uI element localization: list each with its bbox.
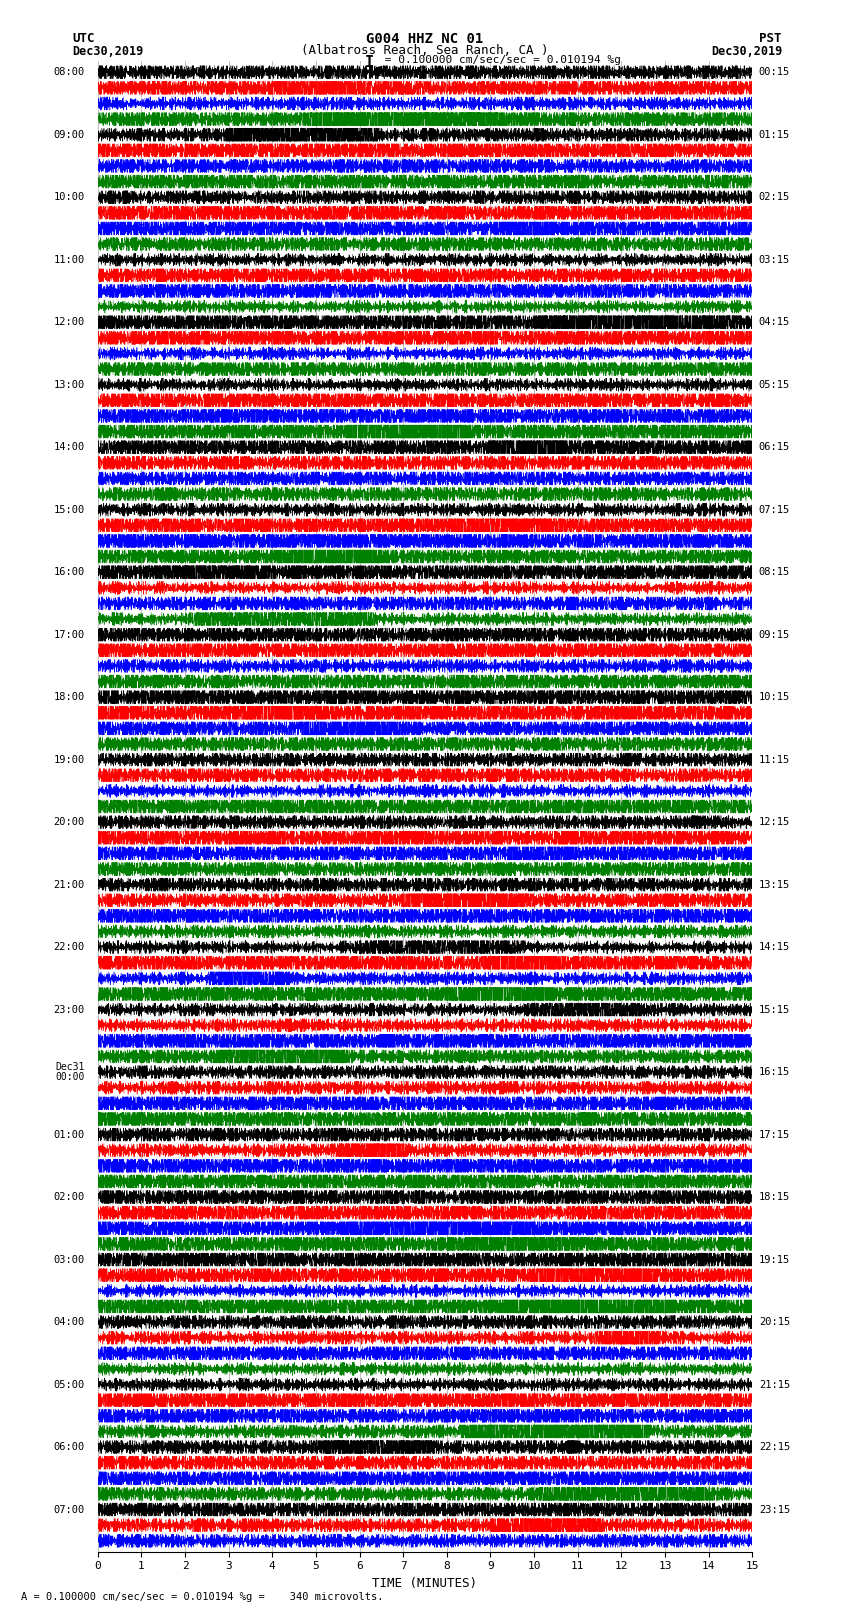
Text: 07:00: 07:00 [54, 1505, 85, 1515]
Text: 08:15: 08:15 [759, 568, 790, 577]
Text: = 0.100000 cm/sec/sec = 0.010194 %g: = 0.100000 cm/sec/sec = 0.010194 %g [378, 55, 621, 65]
Text: I: I [366, 55, 374, 69]
Text: 22:00: 22:00 [54, 942, 85, 952]
Text: 20:15: 20:15 [759, 1318, 790, 1327]
Text: UTC: UTC [72, 32, 94, 45]
Text: 15:00: 15:00 [54, 505, 85, 515]
Text: 03:15: 03:15 [759, 255, 790, 265]
Text: 23:15: 23:15 [759, 1505, 790, 1515]
Text: 16:00: 16:00 [54, 568, 85, 577]
Text: 15:15: 15:15 [759, 1005, 790, 1015]
Text: 11:15: 11:15 [759, 755, 790, 765]
Text: 11:00: 11:00 [54, 255, 85, 265]
Text: PST: PST [760, 32, 782, 45]
Text: 01:15: 01:15 [759, 129, 790, 140]
Text: A = 0.100000 cm/sec/sec = 0.010194 %g =    340 microvolts.: A = 0.100000 cm/sec/sec = 0.010194 %g = … [21, 1592, 383, 1602]
Text: 14:00: 14:00 [54, 442, 85, 452]
Text: 13:15: 13:15 [759, 879, 790, 890]
Text: 02:00: 02:00 [54, 1192, 85, 1202]
Text: 06:15: 06:15 [759, 442, 790, 452]
X-axis label: TIME (MINUTES): TIME (MINUTES) [372, 1578, 478, 1590]
Text: 14:15: 14:15 [759, 942, 790, 952]
Text: 05:00: 05:00 [54, 1379, 85, 1389]
Text: 04:00: 04:00 [54, 1318, 85, 1327]
Text: 13:00: 13:00 [54, 379, 85, 390]
Text: 10:00: 10:00 [54, 192, 85, 202]
Text: 00:00: 00:00 [55, 1071, 85, 1082]
Text: 18:00: 18:00 [54, 692, 85, 702]
Text: 06:00: 06:00 [54, 1442, 85, 1452]
Text: 19:15: 19:15 [759, 1255, 790, 1265]
Text: 19:00: 19:00 [54, 755, 85, 765]
Text: Dec31: Dec31 [55, 1063, 85, 1073]
Text: 12:00: 12:00 [54, 318, 85, 327]
Text: Dec30,2019: Dec30,2019 [72, 45, 144, 58]
Text: 16:15: 16:15 [759, 1068, 790, 1077]
Text: 17:15: 17:15 [759, 1129, 790, 1139]
Text: 05:15: 05:15 [759, 379, 790, 390]
Text: 21:00: 21:00 [54, 879, 85, 890]
Text: 07:15: 07:15 [759, 505, 790, 515]
Text: 12:15: 12:15 [759, 818, 790, 827]
Text: 21:15: 21:15 [759, 1379, 790, 1389]
Text: 04:15: 04:15 [759, 318, 790, 327]
Text: 09:15: 09:15 [759, 629, 790, 640]
Text: 10:15: 10:15 [759, 692, 790, 702]
Text: 20:00: 20:00 [54, 818, 85, 827]
Text: (Albatross Reach, Sea Ranch, CA ): (Albatross Reach, Sea Ranch, CA ) [301, 44, 549, 56]
Text: 01:00: 01:00 [54, 1129, 85, 1139]
Text: 02:15: 02:15 [759, 192, 790, 202]
Text: Dec30,2019: Dec30,2019 [711, 45, 782, 58]
Text: 00:15: 00:15 [759, 68, 790, 77]
Text: 18:15: 18:15 [759, 1192, 790, 1202]
Text: 22:15: 22:15 [759, 1442, 790, 1452]
Text: 17:00: 17:00 [54, 629, 85, 640]
Text: G004 HHZ NC 01: G004 HHZ NC 01 [366, 32, 484, 47]
Text: 23:00: 23:00 [54, 1005, 85, 1015]
Text: 08:00: 08:00 [54, 68, 85, 77]
Text: 09:00: 09:00 [54, 129, 85, 140]
Text: 03:00: 03:00 [54, 1255, 85, 1265]
